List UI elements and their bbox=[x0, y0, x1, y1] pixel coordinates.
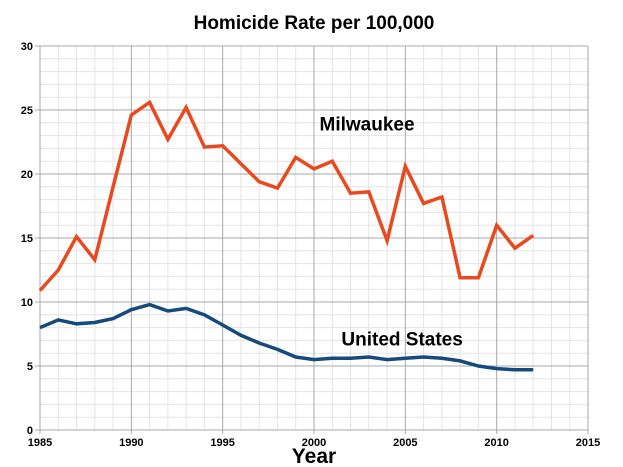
y-tick-label: 10 bbox=[21, 297, 33, 309]
y-tick-label: 25 bbox=[21, 105, 33, 117]
series-label-milwaukee: Milwaukee bbox=[320, 115, 415, 136]
y-tick-label: 15 bbox=[21, 233, 33, 245]
x-tick-label: 2005 bbox=[393, 437, 417, 449]
y-tick-label: 0 bbox=[27, 425, 33, 437]
series-line-milwaukee bbox=[38, 99, 535, 292]
x-axis-title: Year bbox=[292, 445, 336, 467]
y-tick-label: 20 bbox=[21, 169, 33, 181]
y-tick-label: 5 bbox=[27, 361, 33, 373]
series-label-united-states: United States bbox=[341, 330, 462, 351]
x-tick-label: 2010 bbox=[484, 437, 508, 449]
x-tick-label: 2015 bbox=[576, 437, 600, 449]
axis-tick-labels: 1985 1990 1995 2000 2005 2010 2015 0 5 10 15 20 25 30 bbox=[21, 41, 600, 449]
major-gridlines bbox=[39, 45, 589, 431]
chart-title: Homicide Rate per 100,000 bbox=[194, 13, 435, 34]
y-tick-label: 30 bbox=[21, 41, 33, 53]
x-tick-label: 1990 bbox=[119, 437, 143, 449]
x-tick-label: 1995 bbox=[210, 437, 234, 449]
x-tick-label: 1985 bbox=[28, 437, 52, 449]
data-series-lines bbox=[38, 99, 535, 372]
axis-ticks bbox=[35, 45, 589, 434]
series-line-united-states bbox=[39, 302, 534, 372]
x-tick-label: 2000 bbox=[302, 437, 326, 449]
